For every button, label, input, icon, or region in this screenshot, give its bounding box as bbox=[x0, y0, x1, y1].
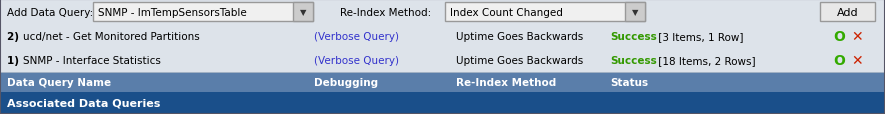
Text: Debugging: Debugging bbox=[314, 77, 378, 87]
Text: Status: Status bbox=[611, 77, 649, 87]
Text: Uptime Goes Backwards: Uptime Goes Backwards bbox=[456, 56, 583, 65]
Text: Associated Data Queries: Associated Data Queries bbox=[7, 98, 160, 108]
Text: 2): 2) bbox=[7, 32, 23, 42]
Bar bbox=[0, 92, 885, 114]
Text: ✕: ✕ bbox=[851, 54, 863, 67]
Text: Index Count Changed: Index Count Changed bbox=[450, 7, 563, 17]
Bar bbox=[0, 72, 885, 92]
Text: ▼: ▼ bbox=[300, 8, 306, 17]
Text: (Verbose Query): (Verbose Query) bbox=[314, 32, 399, 42]
Text: Success: Success bbox=[611, 56, 658, 65]
Text: O: O bbox=[833, 30, 845, 44]
Text: ✕: ✕ bbox=[851, 30, 863, 44]
Text: SNMP - lmTempSensorsTable: SNMP - lmTempSensorsTable bbox=[98, 7, 247, 17]
Bar bbox=[0, 0, 885, 25]
Text: ▼: ▼ bbox=[632, 8, 638, 17]
Text: [3 Items, 1 Row]: [3 Items, 1 Row] bbox=[655, 32, 743, 42]
Text: (Verbose Query): (Verbose Query) bbox=[314, 56, 399, 65]
Text: Re-Index Method: Re-Index Method bbox=[456, 77, 556, 87]
Bar bbox=[293, 3, 313, 22]
Text: Success: Success bbox=[611, 32, 658, 42]
Bar bbox=[0, 25, 885, 72]
Bar bbox=[625, 3, 645, 22]
Text: Uptime Goes Backwards: Uptime Goes Backwards bbox=[456, 32, 583, 42]
Bar bbox=[820, 3, 875, 22]
Text: Add: Add bbox=[836, 7, 858, 17]
Text: [18 Items, 2 Rows]: [18 Items, 2 Rows] bbox=[655, 56, 755, 65]
Bar bbox=[445, 3, 645, 22]
Text: SNMP - Interface Statistics: SNMP - Interface Statistics bbox=[23, 56, 161, 65]
Bar bbox=[93, 3, 313, 22]
Text: 1): 1) bbox=[7, 56, 23, 65]
Text: ucd/net - Get Monitored Partitions: ucd/net - Get Monitored Partitions bbox=[23, 32, 200, 42]
Text: O: O bbox=[833, 54, 845, 67]
Text: Re-Index Method:: Re-Index Method: bbox=[340, 7, 431, 17]
Text: Data Query Name: Data Query Name bbox=[7, 77, 112, 87]
Text: Add Data Query:: Add Data Query: bbox=[7, 7, 93, 17]
